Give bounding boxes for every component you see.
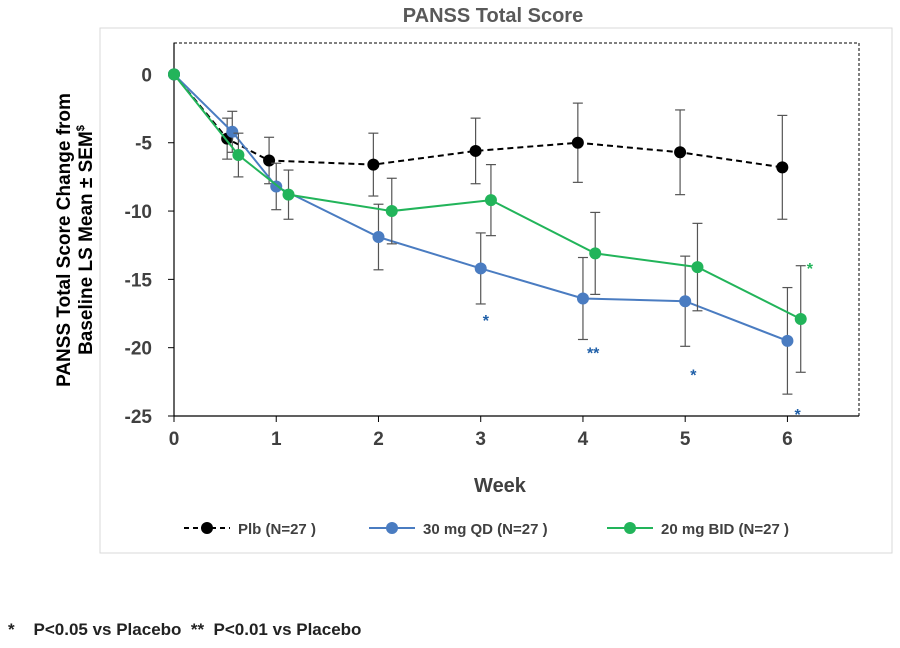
x-tick-label: 6 [782, 429, 793, 450]
y-axis-label: PANSS Total Score Change from Baseline L… [54, 93, 97, 387]
data-point [282, 188, 295, 201]
data-point [576, 292, 589, 305]
data-point [226, 125, 239, 138]
y-tick-label: -15 [125, 270, 153, 291]
y-tick-label: -10 [125, 202, 152, 223]
data-point [776, 161, 789, 174]
y-axis-label-line2: Baseline LS Mean ± SEM$ [75, 125, 97, 355]
x-tick-label: 4 [578, 429, 589, 450]
series-line [173, 73, 783, 169]
annotations: ****** [483, 261, 814, 424]
series-layer [168, 68, 807, 395]
chart-title: PANSS Total Score [403, 5, 583, 27]
data-point [168, 68, 180, 81]
data-point [474, 262, 487, 275]
y-axis-label-line2-text: Baseline LS Mean ± SEM [76, 131, 97, 355]
chart: PANSS Total Score 0 -5 -10 -15 -20 -25 0 1 2 3 4 5 6… [54, 5, 893, 554]
data-point [781, 334, 794, 347]
axes: 0 -5 -10 -15 -20 -25 0 1 2 3 4 5 6 [125, 43, 859, 450]
data-point [674, 146, 687, 159]
significance-marker: * [483, 313, 490, 330]
data-point [691, 261, 704, 274]
x-tick-label: 2 [373, 429, 384, 450]
legend: Plb (N=27 ) 30 mg QD (N=27 ) 20 mg BID (N=… [184, 521, 789, 538]
x-tick-label: 0 [169, 429, 180, 450]
x-axis-label: Week [474, 475, 527, 497]
significance-marker: ** [587, 346, 600, 363]
legend-label: 30 mg QD (N=27 ) [423, 521, 548, 538]
series-line [173, 73, 802, 320]
y-tick-label: -5 [135, 134, 152, 155]
data-point [372, 231, 385, 244]
x-tick-label: 1 [271, 429, 282, 450]
legend-item: Plb (N=27 ) [184, 521, 316, 538]
data-point [367, 158, 380, 171]
legend-marker [386, 522, 398, 534]
x-tick-label: 5 [680, 429, 691, 450]
data-point [589, 247, 602, 260]
x-tick-label: 3 [475, 429, 486, 450]
y-axis-label-superscript: $ [75, 125, 87, 131]
legend-item: 20 mg BID (N=27 ) [607, 521, 789, 538]
series-line [173, 73, 788, 342]
significance-marker: * [690, 367, 697, 384]
legend-marker [624, 522, 636, 534]
data-point [679, 295, 692, 308]
significance-marker: * [807, 261, 814, 278]
y-tick-label: -20 [125, 339, 152, 360]
data-point [232, 149, 245, 162]
y-tick-label: 0 [141, 65, 152, 86]
y-tick-label: -25 [125, 407, 153, 428]
series-2 [168, 68, 807, 373]
data-point [385, 205, 398, 218]
y-axis-label-line1: PANSS Total Score Change from [54, 93, 75, 387]
data-point [484, 194, 497, 207]
data-point [571, 136, 584, 149]
legend-marker [201, 522, 213, 534]
data-point [469, 144, 482, 157]
legend-label: 20 mg BID (N=27 ) [661, 521, 789, 538]
legend-label: Plb (N=27 ) [238, 521, 316, 538]
data-point [263, 154, 276, 167]
significance-marker: * [795, 407, 802, 424]
legend-item: 30 mg QD (N=27 ) [369, 521, 548, 538]
data-point [794, 312, 807, 325]
series-0 [168, 68, 789, 220]
footnote: * P<0.05 vs Placebo ** P<0.01 vs Placebo [8, 620, 362, 639]
